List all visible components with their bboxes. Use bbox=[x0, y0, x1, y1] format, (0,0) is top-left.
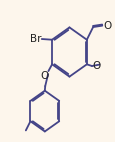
Text: O: O bbox=[92, 61, 100, 71]
Text: O: O bbox=[102, 21, 110, 31]
Text: Br: Br bbox=[30, 34, 41, 44]
Text: O: O bbox=[40, 71, 48, 81]
